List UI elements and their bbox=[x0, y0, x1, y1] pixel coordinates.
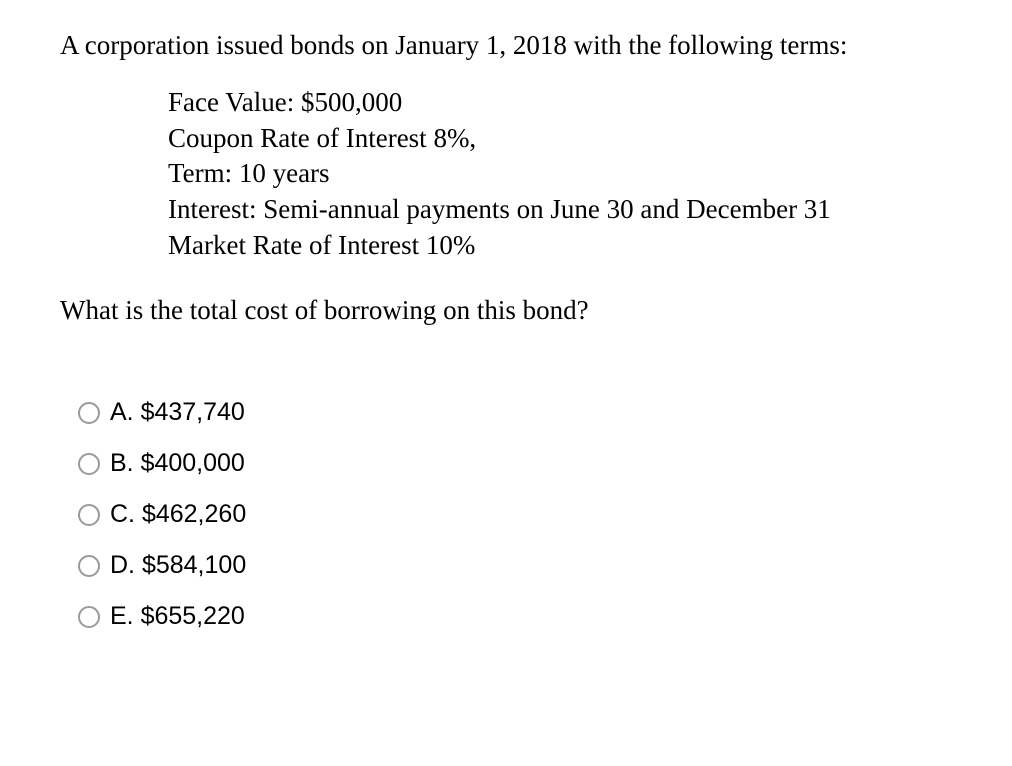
option-e-label: E. $655,220 bbox=[110, 602, 245, 631]
options-list: A. $437,740 B. $400,000 C. $462,260 D. $… bbox=[78, 398, 952, 631]
term-coupon-rate: Coupon Rate of Interest 8%, bbox=[168, 121, 952, 157]
question-intro: A corporation issued bonds on January 1,… bbox=[60, 28, 952, 63]
question-prompt: What is the total cost of borrowing on t… bbox=[60, 293, 952, 328]
question-container: A corporation issued bonds on January 1,… bbox=[0, 0, 1012, 681]
option-c-label: C. $462,260 bbox=[110, 500, 246, 529]
radio-icon[interactable] bbox=[78, 453, 100, 475]
bond-terms: Face Value: $500,000 Coupon Rate of Inte… bbox=[168, 85, 952, 263]
option-b-label: B. $400,000 bbox=[110, 449, 245, 478]
radio-icon[interactable] bbox=[78, 555, 100, 577]
radio-icon[interactable] bbox=[78, 606, 100, 628]
option-b[interactable]: B. $400,000 bbox=[78, 449, 952, 478]
term-market-rate: Market Rate of Interest 10% bbox=[168, 228, 952, 264]
option-a-label: A. $437,740 bbox=[110, 398, 245, 427]
option-d[interactable]: D. $584,100 bbox=[78, 551, 952, 580]
option-c[interactable]: C. $462,260 bbox=[78, 500, 952, 529]
option-e[interactable]: E. $655,220 bbox=[78, 602, 952, 631]
radio-icon[interactable] bbox=[78, 402, 100, 424]
radio-icon[interactable] bbox=[78, 504, 100, 526]
term-interest: Interest: Semi-annual payments on June 3… bbox=[168, 192, 952, 228]
option-a[interactable]: A. $437,740 bbox=[78, 398, 952, 427]
term-face-value: Face Value: $500,000 bbox=[168, 85, 952, 121]
option-d-label: D. $584,100 bbox=[110, 551, 246, 580]
term-term: Term: 10 years bbox=[168, 156, 952, 192]
